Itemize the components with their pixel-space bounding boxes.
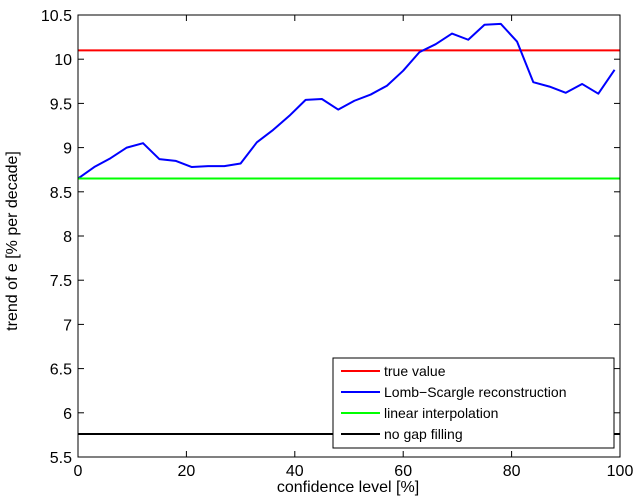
y-tick-label-4: 7.5 [50,273,72,290]
y-tick-label-1: 6 [63,406,72,423]
x-tick-label-0: 0 [74,463,83,480]
x-tick-label-3: 60 [394,463,412,480]
y-tick-label-7: 9 [63,141,72,158]
x-tick-label-4: 80 [503,463,521,480]
y-tick-label-0: 5.5 [50,450,72,467]
legend-label-2: linear interpolation [384,405,498,421]
y-tick-label-9: 10 [54,52,72,69]
x-tick-label-2: 40 [286,463,304,480]
y-tick-label-3: 7 [63,317,72,334]
y-tick-label-2: 6.5 [50,362,72,379]
y-tick-label-8: 9.5 [50,96,72,113]
y-tick-label-5: 8 [63,229,72,246]
y-axis-label: trend of e [% per decade] [4,151,21,331]
legend-label-1: Lomb−Scargle reconstruction [384,384,567,400]
legend: true value Lomb−Scargle reconstruction lin… [332,357,615,449]
y-tick-label-10: 10.5 [41,8,72,25]
axes: 0 20 40 60 80 100 5.5 6 6.5 7 7.5 8 8.5 9 9.5 10 10.5 [41,8,634,480]
y-tick-label-6: 8.5 [50,185,72,202]
x-tick-label-1: 20 [178,463,196,480]
series-line-1 [77,22,616,180]
x-axis-label: confidence level [%] [277,479,419,496]
x-tick-label-5: 100 [607,463,634,480]
legend-label-0: true value [384,363,446,379]
legend-label-3: no gap filling [384,426,463,442]
